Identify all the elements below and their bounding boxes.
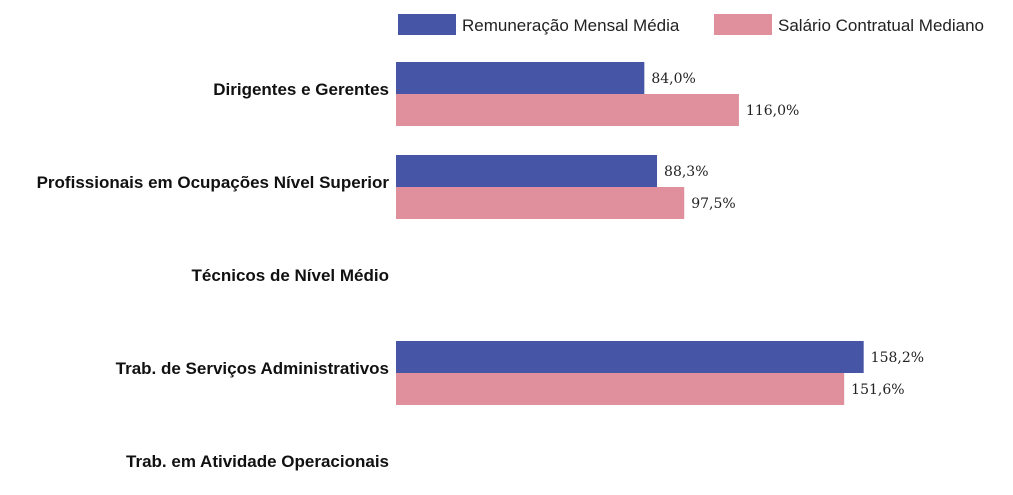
legend-swatch-remuneracao [398,14,456,35]
legend-swatch-salario [714,14,772,35]
bar-salario-contratual-mediano-dirigentes-e-gerentes [396,94,739,126]
data-label-remuneracao-mensal-media-trab-de-servicos-administrativos: 158,2% [871,350,924,366]
category-label-dirigentes-e-gerentes: Dirigentes e Gerentes [213,80,389,99]
bars [396,62,864,405]
data-label-salario-contratual-mediano-profissionais-em-ocupacoes-nivel-superior: 97,5% [691,196,735,212]
category-label-trab-em-atividade-operacionais: Trab. em Atividade Operacionais [126,452,389,471]
bar-remuneracao-mensal-media-profissionais-em-ocupacoes-nivel-superior [396,155,658,187]
bar-salario-contratual-mediano-trab-de-servicos-administrativos [396,373,845,405]
legend-label-salario: Salário Contratual Mediano [778,16,984,35]
legend: Remuneração Mensal Média Salário Contrat… [398,14,984,35]
data-label-remuneracao-mensal-media-profissionais-em-ocupacoes-nivel-superior: 88,3% [664,164,708,180]
category-labels: Dirigentes e Gerentes Profissionais em Oc… [37,80,390,471]
category-label-trab-de-servicos-administrativos: Trab. de Serviços Administrativos [116,359,389,378]
data-label-salario-contratual-mediano-dirigentes-e-gerentes: 116,0% [746,103,799,119]
legend-label-remuneracao: Remuneração Mensal Média [462,16,680,35]
bar-salario-contratual-mediano-profissionais-em-ocupacoes-nivel-superior [396,187,685,219]
data-label-remuneracao-mensal-media-dirigentes-e-gerentes: 84,0% [651,71,695,87]
data-label-salario-contratual-mediano-trab-de-servicos-administrativos: 151,6% [851,382,904,398]
bar-remuneracao-mensal-media-dirigentes-e-gerentes [396,62,645,94]
category-label-tecnicos-de-nivel-medio: Técnicos de Nível Médio [192,266,389,285]
data-labels: 84,0% 116,0% 88,3% 97,5% 158,2% 151,6% [651,71,924,398]
category-label-profissionais-em-ocupacoes-nivel-superior: Profissionais em Ocupações Nível Superio… [37,173,390,192]
bar-remuneracao-mensal-media-trab-de-servicos-administrativos [396,341,864,373]
